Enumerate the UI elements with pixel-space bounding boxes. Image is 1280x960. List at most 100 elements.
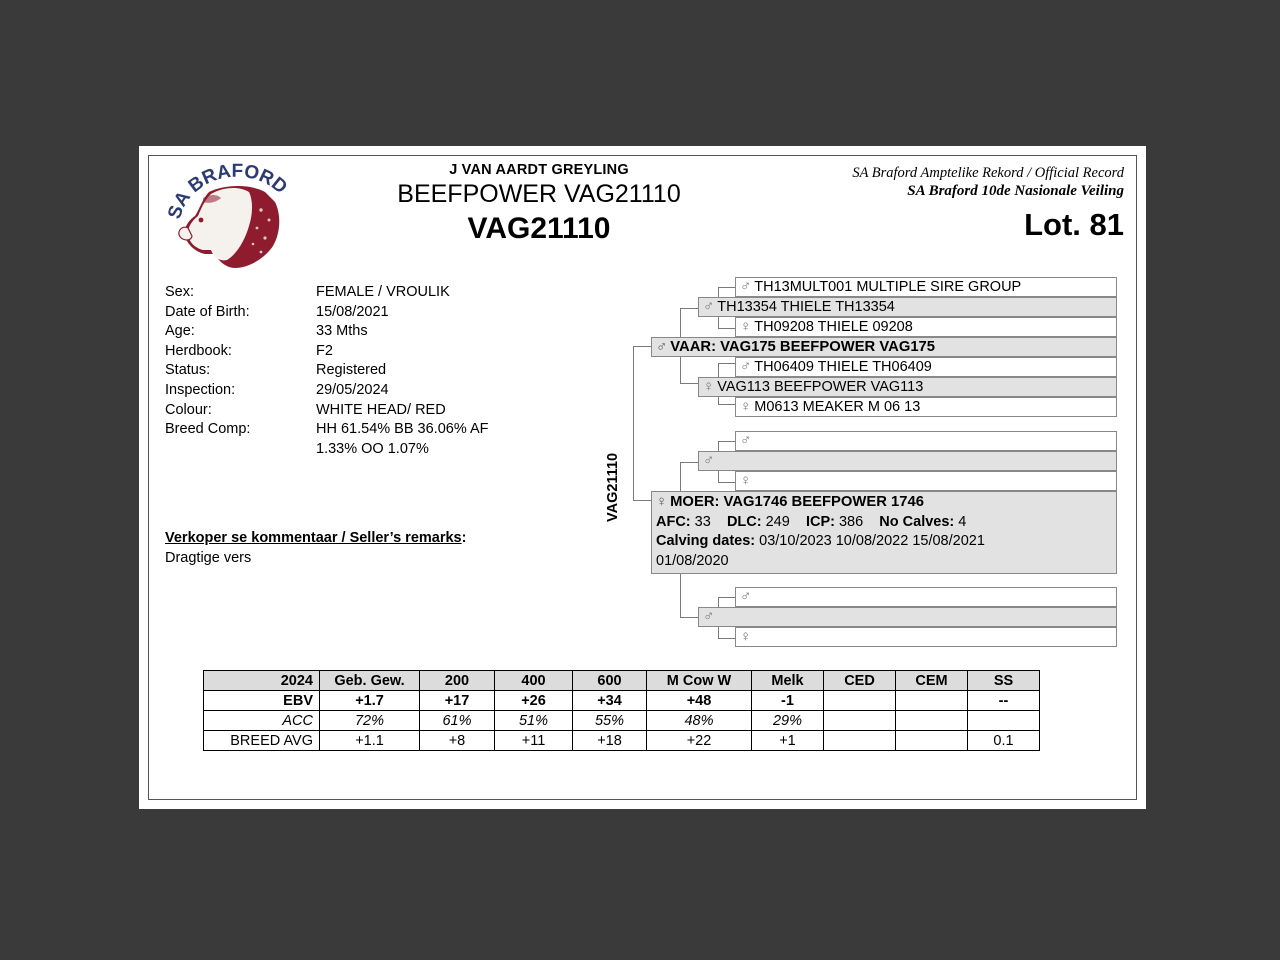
bull-ear (203, 195, 221, 203)
female-symbol-icon: ♀ (656, 494, 668, 510)
ebv-col-ss: SS (967, 670, 1040, 691)
ebv-col-200: 200 (419, 670, 495, 691)
pedigree-node-label: TH13MULT001 MULTIPLE SIRE GROUP (754, 279, 1022, 295)
bull-eye (198, 217, 204, 223)
dlc-value: 249 (765, 513, 790, 530)
ebv-cell: +8 (419, 730, 495, 751)
male-symbol-icon: ♂ (656, 338, 668, 355)
ebv-cell: +1.1 (319, 730, 420, 751)
ebv-cell: +17 (419, 690, 495, 711)
ebv-col-600: 600 (572, 670, 647, 691)
ebv-cell (823, 710, 896, 731)
official-record-line: SA Braford Amptelike Rekord / Official R… (852, 165, 1124, 181)
dam-calving-dates-line-2: 01/08/2020 (656, 552, 1112, 572)
ebv-cell: +26 (494, 690, 573, 711)
sellers-remarks-heading-text: Verkoper se kommentaar / Seller’s remark… (165, 530, 462, 546)
ebv-table-header-row: 2024 Geb. Gew. 200 400 600 M Cow W Melk … (203, 670, 1040, 691)
ebv-cell: 29% (751, 710, 824, 731)
ebv-cell: +34 (572, 690, 647, 711)
ebv-cell (967, 710, 1040, 731)
detail-label: Date of Birth: (165, 303, 250, 320)
ebv-col-melk: Melk (751, 670, 824, 691)
detail-label: Age: (165, 323, 195, 340)
sellers-remarks-body: Dragtige vers (165, 550, 252, 566)
pedigree-node-sire-sire-sire: ♂ TH13MULT001 MULTIPLE SIRE GROUP (735, 277, 1117, 297)
ebv-col-ced: CED (823, 670, 896, 691)
sellers-remarks-heading-colon: : (461, 530, 467, 546)
pedigree-node-dam-sire: ♂ (698, 451, 1117, 471)
pedigree-node-label: VAG113 BEEFPOWER VAG113 (717, 379, 924, 395)
pedigree-node-sire-dam: ♀ VAG113 BEEFPOWER VAG113 (698, 377, 1117, 397)
title-block: J VAN AARDT GREYLING BEEFPOWER VAG21110 … (309, 162, 769, 247)
pedigree-node-label: M0613 MEAKER M 06 13 (754, 399, 921, 415)
icp-value: 386 (838, 513, 864, 530)
ebv-cell (895, 690, 968, 711)
ebv-cell (823, 730, 896, 751)
detail-value: HH 61.54% BB 36.06% AF (316, 421, 489, 438)
ebv-table-row-ebv: EBV +1.7 +17 +26 +34 +48 -1 -- (203, 690, 1040, 711)
pedigree-root-label: VAG21110 (605, 452, 621, 522)
no-calves-value: 4 (958, 513, 967, 530)
ebv-col-400: 400 (494, 670, 573, 691)
sa-braford-logo-graphic: SA BRAFORD (165, 161, 291, 268)
animal-name: BEEFPOWER VAG21110 (397, 180, 681, 208)
ebv-cell (895, 710, 968, 731)
dam-calving-dates-line: Calving dates: 03/10/2023 10/08/2022 15/… (656, 532, 1112, 552)
detail-value: 33 Mths (316, 323, 368, 340)
ebv-table-row-acc: ACC 72% 61% 51% 55% 48% 29% (203, 710, 1040, 731)
bull-face-white (187, 188, 252, 261)
auction-name-line: SA Braford 10de Nasionale Veiling (907, 183, 1124, 199)
pedigree-node-sire: ♂ VAAR: VAG175 BEEFPOWER VAG175 (651, 337, 1117, 357)
pedigree-node-sire-dam-dam: ♀ M0613 MEAKER M 06 13 (735, 397, 1117, 417)
ebv-cell: -- (967, 690, 1040, 711)
ebv-cell: 61% (419, 710, 495, 731)
dlc-label: DLC: (726, 513, 762, 530)
ebv-cell: +11 (494, 730, 573, 751)
ebv-table-row-breed-avg: BREED AVG +1.1 +8 +11 +18 +22 +1 0.1 (203, 730, 1040, 751)
lot-number: Lot. 81 (1024, 207, 1124, 242)
female-symbol-icon: ♀ (740, 628, 752, 645)
detail-row-age: Age: 33 Mths (165, 322, 585, 342)
detail-row-status: Status: Registered (165, 361, 585, 381)
pedigree-node-dam-dam-sire: ♂ (735, 587, 1117, 607)
detail-row-herdbook: Herdbook: F2 (165, 342, 585, 362)
ebv-row-label: ACC (203, 710, 320, 731)
detail-row-date-of-birth: Date of Birth: 15/08/2021 (165, 303, 585, 323)
detail-value: FEMALE / VROULIK (316, 284, 450, 300)
ebv-cell: 55% (572, 710, 647, 731)
calving-dates-value-2: 01/08/2020 (656, 552, 729, 569)
ebv-table: 2024 Geb. Gew. 200 400 600 M Cow W Melk … (203, 670, 1040, 751)
animal-details: Sex: FEMALE / VROULIK Date of Birth: 15/… (165, 283, 585, 459)
ebv-col-m-cow-w: M Cow W (646, 670, 752, 691)
pedigree-node-sire-sire: ♂ TH13354 THIELE TH13354 (698, 297, 1117, 317)
detail-label: Status: (165, 362, 211, 379)
sellers-remarks: Verkoper se kommentaar / Seller’s remark… (165, 528, 625, 568)
record-page: SA BRAFORD J VAN AARDT GREYLING BEEFPOWE… (139, 146, 1146, 809)
ebv-cell: 72% (319, 710, 420, 731)
pedigree-node-dam-sire-sire: ♂ (735, 431, 1117, 451)
pedigree-node-label: MOER: VAG1746 BEEFPOWER 1746 (670, 494, 924, 510)
male-symbol-icon: ♂ (703, 298, 715, 315)
ebv-cell (823, 690, 896, 711)
detail-value: Registered (316, 362, 387, 379)
dam-title-line: ♀ MOER: VAG1746 BEEFPOWER 1746 (656, 493, 1112, 513)
no-calves-label: No Calves: (879, 513, 955, 530)
male-symbol-icon: ♂ (740, 588, 752, 605)
pedigree-node-sire-dam-sire: ♂ TH06409 THIELE TH06409 (735, 357, 1117, 377)
ebv-cell: -1 (751, 690, 824, 711)
detail-label: Breed Comp: (165, 421, 251, 438)
ebv-cell: 0.1 (967, 730, 1040, 751)
bull-muzzle (178, 226, 193, 241)
detail-value-continuation: 1.33% OO 1.07% (316, 440, 429, 457)
ebv-cell (895, 730, 968, 751)
pedigree-node-dam-dam: ♂ (698, 607, 1117, 627)
ebv-cell: +18 (572, 730, 647, 751)
detail-value: 15/08/2021 (316, 303, 389, 320)
detail-value: F2 (316, 342, 333, 359)
ebv-col-year: 2024 (203, 670, 320, 691)
female-symbol-icon: ♀ (740, 472, 752, 489)
pedigree-chart: VAG21110 ♂ TH13MULT001 MULTIPLE SIRE GROU… (605, 277, 1122, 650)
ebv-cell: +48 (646, 690, 752, 711)
detail-row-sex: Sex: FEMALE / VROULIK (165, 283, 585, 303)
ebv-cell: 48% (646, 710, 752, 731)
